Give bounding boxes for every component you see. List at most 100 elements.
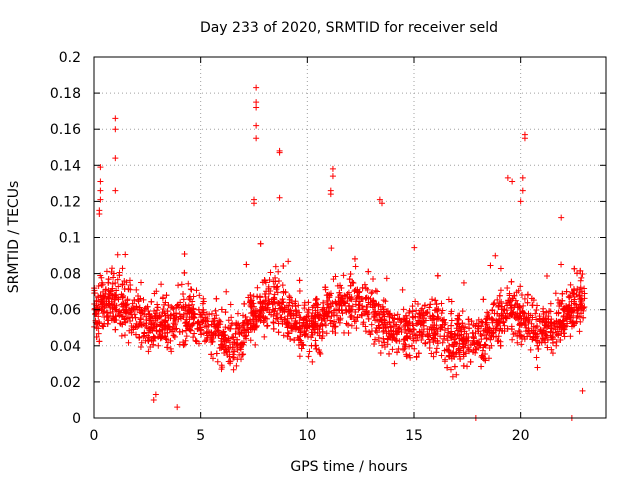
- data-point: [159, 295, 166, 302]
- data-point: [368, 328, 375, 335]
- data-point: [213, 350, 220, 357]
- data-point: [261, 276, 268, 283]
- data-point: [402, 312, 409, 319]
- data-point: [176, 328, 183, 335]
- data-point: [243, 261, 250, 268]
- data-point: [574, 270, 581, 277]
- data-point: [433, 345, 440, 352]
- data-point: [494, 338, 501, 345]
- data-point: [265, 290, 272, 297]
- data-point: [443, 346, 450, 353]
- data-point: [508, 304, 515, 311]
- data-point: [156, 331, 163, 338]
- data-point: [362, 295, 369, 302]
- data-point: [327, 191, 334, 198]
- data-point: [238, 356, 245, 363]
- data-point: [157, 335, 164, 342]
- data-point: [227, 358, 234, 365]
- data-point: [233, 322, 240, 329]
- data-point: [358, 295, 365, 302]
- data-point: [231, 339, 238, 346]
- data-point: [380, 328, 387, 335]
- data-point: [432, 297, 439, 304]
- data-point: [395, 345, 402, 352]
- data-point: [330, 319, 337, 326]
- data-point: [559, 290, 566, 297]
- data-point: [402, 343, 409, 350]
- data-point: [426, 344, 433, 351]
- data-point: [120, 301, 127, 308]
- data-point: [283, 319, 290, 326]
- data-point: [112, 155, 119, 162]
- data-point: [299, 322, 306, 329]
- data-point: [338, 307, 345, 314]
- data-point: [445, 296, 452, 303]
- data-point: [373, 325, 380, 332]
- data-point: [105, 279, 112, 286]
- data-point: [185, 280, 192, 287]
- data-point: [247, 337, 254, 344]
- data-point: [296, 288, 303, 295]
- data-point: [275, 278, 282, 285]
- data-point: [534, 364, 541, 371]
- data-point: [185, 302, 192, 309]
- data-point: [509, 336, 516, 343]
- data-point: [257, 293, 264, 300]
- data-point: [281, 304, 288, 311]
- data-point: [538, 330, 545, 337]
- data-point: [119, 281, 126, 288]
- data-point: [449, 373, 456, 380]
- data-point: [197, 324, 204, 331]
- data-point: [576, 292, 583, 299]
- data-point: [186, 326, 193, 333]
- data-point: [113, 294, 120, 301]
- data-point: [370, 297, 377, 304]
- data-point: [431, 335, 438, 342]
- data-point: [439, 307, 446, 314]
- data-point: [119, 313, 126, 320]
- data-point: [411, 326, 418, 333]
- data-point: [533, 316, 540, 323]
- data-point: [435, 306, 442, 313]
- data-point: [413, 307, 420, 314]
- data-point: [218, 335, 225, 342]
- data-point: [393, 330, 400, 337]
- data-point: [97, 164, 104, 171]
- data-point: [567, 315, 574, 322]
- data-point: [424, 326, 431, 333]
- data-point: [485, 327, 492, 334]
- data-point: [253, 104, 260, 111]
- data-point: [305, 353, 312, 360]
- data-point: [177, 315, 184, 322]
- data-point: [167, 313, 174, 320]
- data-point: [187, 307, 194, 314]
- data-point: [558, 261, 565, 268]
- data-point: [285, 258, 292, 265]
- data-point: [489, 306, 496, 313]
- data-point: [453, 371, 460, 378]
- data-point: [447, 330, 454, 337]
- data-point: [453, 340, 460, 347]
- data-point: [230, 366, 237, 373]
- data-point: [289, 325, 296, 332]
- data-point: [114, 276, 121, 283]
- data-point: [262, 305, 269, 312]
- data-point: [399, 286, 406, 293]
- data-point: [247, 297, 254, 304]
- data-point: [226, 353, 233, 360]
- data-point: [222, 309, 229, 316]
- data-point: [150, 341, 157, 348]
- data-point: [105, 317, 112, 324]
- data-point: [96, 338, 103, 345]
- data-point: [100, 323, 107, 330]
- data-point: [220, 329, 227, 336]
- data-point: [146, 325, 153, 332]
- data-point: [376, 196, 383, 203]
- data-point: [119, 321, 126, 328]
- y-tick-label: 0.02: [50, 375, 81, 391]
- data-point: [191, 314, 198, 321]
- data-point: [223, 288, 230, 295]
- data-point: [126, 277, 133, 284]
- data-point: [385, 336, 392, 343]
- data-point: [493, 317, 500, 324]
